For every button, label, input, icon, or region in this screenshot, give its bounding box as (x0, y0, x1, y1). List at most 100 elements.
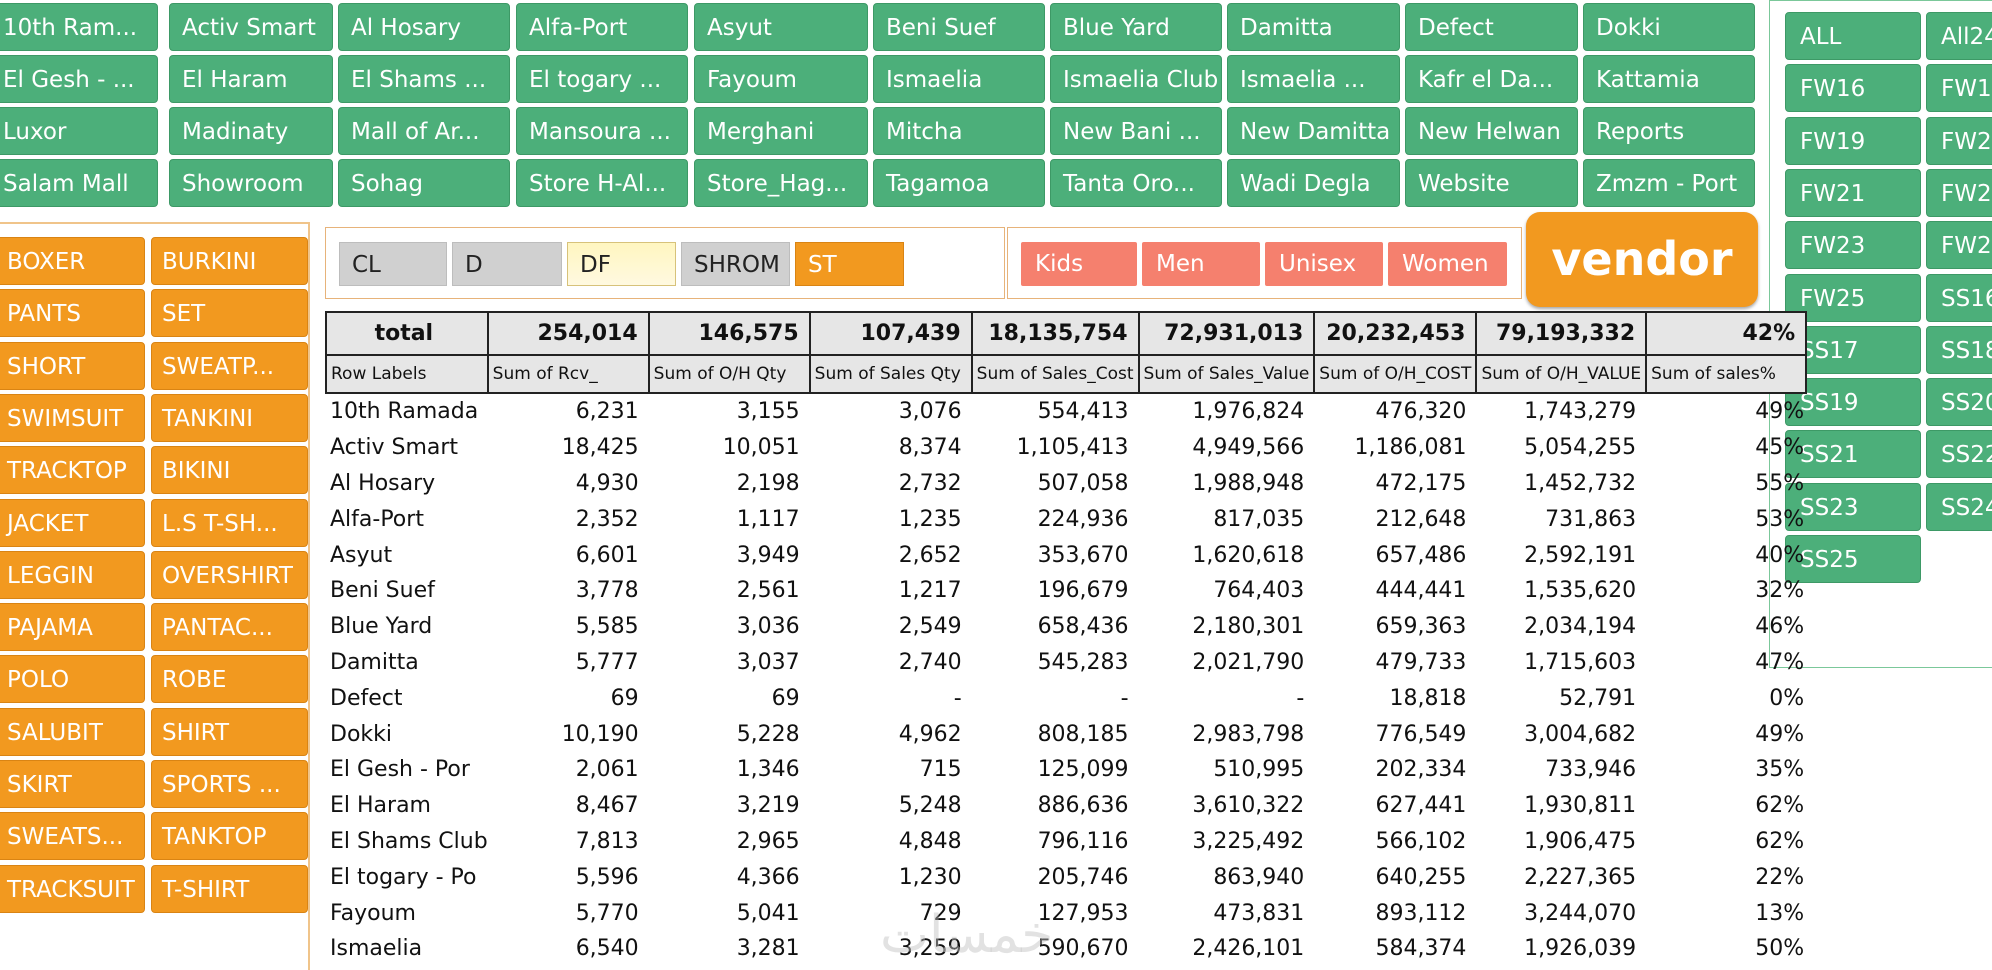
category-button[interactable]: POLO (0, 655, 145, 704)
gender-button[interactable]: Kids (1021, 242, 1137, 286)
gender-button[interactable]: Women (1388, 242, 1507, 286)
store-button[interactable]: 10th Ram... (0, 3, 158, 51)
store-button[interactable]: Reports (1583, 107, 1755, 155)
store-button[interactable]: Mitcha (873, 107, 1045, 155)
category-button[interactable]: LEGGIN (0, 550, 145, 599)
channel-button[interactable]: SHROM (681, 242, 790, 286)
store-button[interactable]: Zmzm - Port (1583, 159, 1755, 207)
category-button[interactable]: OVERSHIRT (151, 550, 308, 599)
store-button[interactable]: Damitta (1227, 3, 1400, 51)
category-button[interactable]: PANTS (0, 289, 145, 338)
category-button[interactable]: TANKINI (151, 393, 308, 442)
channel-button[interactable]: CL (339, 242, 447, 286)
store-button[interactable]: Kafr el Da... (1405, 55, 1578, 103)
store-button[interactable]: Fayoum (694, 55, 868, 103)
store-button[interactable]: Beni Suef (873, 3, 1045, 51)
store-button[interactable]: El togary ... (516, 55, 688, 103)
season-button[interactable]: SS22 (1926, 430, 1992, 479)
store-button[interactable]: El Shams ... (338, 55, 510, 103)
season-button[interactable]: FW25 (1785, 273, 1921, 322)
season-button[interactable]: SS24 (1926, 482, 1992, 531)
category-button[interactable]: SKIRT (0, 760, 145, 808)
season-button[interactable]: FW23 (1785, 221, 1921, 270)
category-button[interactable]: SALUBIT (0, 707, 145, 756)
category-button[interactable]: BOXER (0, 237, 145, 285)
store-button[interactable]: Ismaelia ... (1227, 55, 1400, 103)
category-button[interactable]: T-SHIRT (151, 864, 308, 913)
gender-button[interactable]: Men (1142, 242, 1260, 286)
category-button[interactable]: SWIMSUIT (0, 393, 145, 442)
category-button[interactable]: JACKET (0, 498, 145, 547)
value-cell: 18,425 (561, 435, 639, 461)
channel-button[interactable]: D (452, 242, 562, 286)
store-button[interactable]: Al Hosary (338, 3, 510, 51)
season-button[interactable]: FW22 (1926, 168, 1992, 217)
store-button[interactable]: Tanta Oro... (1050, 159, 1222, 207)
store-button[interactable]: Alfa-Port (516, 3, 688, 51)
store-button[interactable]: Sohag (338, 159, 510, 207)
store-button[interactable]: Defect (1405, 3, 1578, 51)
channel-button[interactable]: ST (795, 242, 904, 286)
vendor-button[interactable]: vendor (1526, 212, 1758, 307)
category-button[interactable]: SWEATP... (151, 341, 308, 390)
store-button[interactable]: Mall of Ar... (338, 107, 510, 155)
store-button[interactable]: Luxor (0, 107, 158, 155)
category-button[interactable]: SHIRT (151, 707, 308, 756)
category-button[interactable]: SHORT (0, 341, 145, 390)
category-button[interactable]: PANTAC... (151, 603, 308, 652)
store-button[interactable]: Madinaty (169, 107, 333, 155)
season-button[interactable]: FW24 (1926, 221, 1992, 270)
season-button[interactable]: FW19 (1785, 116, 1921, 165)
category-button[interactable]: BURKINI (151, 237, 308, 285)
season-button[interactable]: SS18 (1926, 325, 1992, 374)
season-button[interactable]: All24 (1926, 12, 1992, 60)
season-button[interactable]: SS25 (1785, 535, 1921, 583)
pivot-header-cell[interactable]: Row Labels (325, 354, 489, 394)
store-button[interactable]: Tagamoa (873, 159, 1045, 207)
store-button[interactable]: New Helwan (1405, 107, 1578, 155)
store-button[interactable]: Dokki (1583, 3, 1755, 51)
category-button[interactable]: TRACKSUIT (0, 864, 145, 913)
season-button[interactable]: SS23 (1785, 482, 1921, 531)
store-button[interactable]: Store_Hag... (694, 159, 868, 207)
season-button[interactable]: SS19 (1785, 378, 1921, 427)
category-button[interactable]: TANKTOP (151, 812, 308, 861)
category-button[interactable]: SWEATS... (0, 812, 145, 861)
category-button[interactable]: PAJAMA (0, 603, 145, 652)
season-button[interactable]: ALL (1785, 12, 1921, 60)
season-button[interactable]: SS17 (1785, 325, 1921, 374)
season-button[interactable]: SS16 (1926, 273, 1992, 322)
channel-button[interactable]: DF (567, 242, 676, 286)
store-button[interactable]: New Damitta (1227, 107, 1400, 155)
season-button[interactable]: SS21 (1785, 430, 1921, 479)
store-button[interactable]: Salam Mall (0, 159, 158, 207)
store-button[interactable]: Ismaelia (873, 55, 1045, 103)
season-button[interactable]: FW18 (1926, 64, 1992, 113)
category-button[interactable]: BIKINI (151, 446, 308, 495)
store-button[interactable]: Store H-Al... (516, 159, 688, 207)
store-button[interactable]: New Bani ... (1050, 107, 1222, 155)
store-button[interactable]: Kattamia (1583, 55, 1755, 103)
store-button[interactable]: Merghani (694, 107, 868, 155)
store-button[interactable]: Activ Smart (169, 3, 333, 51)
season-button[interactable]: FW20 (1926, 116, 1992, 165)
season-button[interactable]: FW16 (1785, 64, 1921, 113)
category-button[interactable]: SET (151, 289, 308, 338)
gender-button[interactable]: Unisex (1265, 242, 1383, 286)
season-button[interactable]: SS20 (1926, 378, 1992, 427)
category-button[interactable]: TRACKTOP (0, 446, 145, 495)
store-button[interactable]: Ismaelia Club (1050, 55, 1222, 103)
value-cell: 5,585 (575, 614, 639, 640)
store-button[interactable]: El Haram (169, 55, 333, 103)
store-button[interactable]: Showroom (169, 159, 333, 207)
category-button[interactable]: SPORTS ... (151, 760, 308, 808)
season-button[interactable]: FW21 (1785, 168, 1921, 217)
store-button[interactable]: Mansoura ... (516, 107, 688, 155)
store-button[interactable]: Wadi Degla (1227, 159, 1400, 207)
category-button[interactable]: L.S T-SH... (151, 498, 308, 547)
store-button[interactable]: El Gesh - ... (0, 55, 158, 103)
store-button[interactable]: Blue Yard (1050, 3, 1222, 51)
category-button[interactable]: ROBE (151, 655, 308, 704)
store-button[interactable]: Website (1405, 159, 1578, 207)
store-button[interactable]: Asyut (694, 3, 868, 51)
